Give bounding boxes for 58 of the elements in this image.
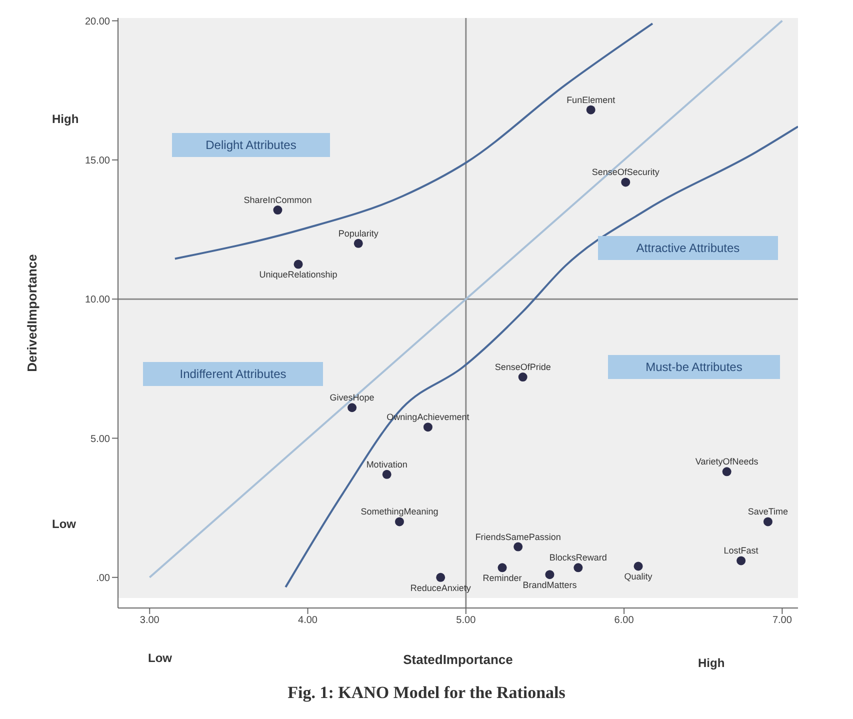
point	[634, 562, 643, 571]
point	[348, 403, 357, 412]
x-tick-label: 7.00	[772, 615, 792, 626]
x-tick-label: 6.00	[614, 615, 634, 626]
x-axis-title: StatedImportance	[403, 652, 513, 667]
y-tick-label: .00	[96, 572, 110, 584]
annotation: Reminder	[482, 573, 522, 584]
text: Low	[148, 651, 172, 665]
annotation: LostFast	[724, 546, 759, 556]
y-tick-label: 15.00	[84, 155, 110, 166]
point	[722, 467, 732, 476]
annotation: FriendsSamePassion	[475, 532, 561, 542]
x-tick-label: 4.00	[298, 615, 318, 626]
annotation: SenseOfPride	[494, 362, 551, 372]
annotation: Motivation	[366, 459, 408, 470]
point	[498, 563, 507, 572]
point	[518, 372, 528, 382]
annotation: SomethingMeaning	[360, 506, 438, 517]
label-box: Must-be Attributes	[608, 355, 780, 379]
annotation: FunElement	[566, 94, 616, 105]
point	[621, 178, 630, 187]
annotation: VarietyOfNeeds	[695, 456, 759, 467]
y-tick-label: 10.00	[84, 294, 110, 306]
annotation: ShareInCommon	[244, 195, 312, 206]
point	[586, 105, 596, 114]
y-axis-title: DerivedImportance	[24, 254, 40, 372]
label-box: Delight Attributes	[172, 133, 330, 157]
x-tick-label: 3.00	[140, 615, 160, 626]
annotation: GivesHope	[330, 392, 374, 403]
point	[763, 517, 772, 526]
annotation: UniqueRelationship	[259, 270, 338, 280]
point	[736, 556, 746, 566]
text: Low	[52, 517, 76, 531]
annotation: Quality	[624, 572, 653, 582]
y-tick-label: 5.00	[90, 434, 110, 445]
annotation: ReduceAnxiety	[410, 582, 472, 593]
annotation: SaveTime	[748, 506, 788, 517]
x-tick-label: 5.00	[456, 615, 476, 626]
point	[354, 238, 363, 248]
point	[545, 570, 554, 580]
label-box: Indifferent Attributes	[143, 362, 323, 386]
caption: Fig. 1: KANO Model for the Rationals	[286, 683, 566, 703]
point	[273, 206, 282, 215]
annotation: SenseOfSecurity	[592, 167, 660, 178]
point	[574, 563, 583, 572]
point	[394, 517, 404, 526]
annotation: BlocksReward	[549, 552, 607, 563]
label-box: Attractive Attributes	[598, 236, 778, 260]
point	[514, 542, 523, 552]
text: High	[52, 112, 79, 126]
y-tick-label: 20.00	[84, 16, 110, 28]
point	[382, 470, 392, 479]
annotation: BrandMatters	[522, 580, 578, 590]
point	[423, 422, 432, 432]
point	[294, 260, 303, 269]
text: High	[698, 656, 725, 670]
point	[436, 572, 446, 582]
annotation: Popularity	[338, 228, 379, 238]
